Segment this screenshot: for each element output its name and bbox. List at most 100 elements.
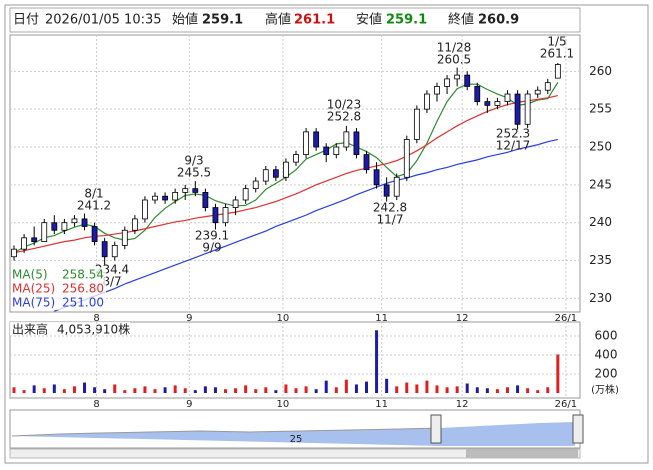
annotation-date: 12/17 [496,139,531,153]
volume-bar [72,386,76,393]
candle-body [101,241,108,258]
candle-body [403,139,410,178]
annotation-value: 261.1 [540,47,574,61]
candle-body [81,218,88,227]
annotation-value: 242.8 [373,201,407,215]
volume-bar [455,386,459,393]
volume-bar [103,389,107,393]
volume-bar [294,388,298,393]
volume-bar [415,384,419,393]
volume-bar [556,354,560,393]
candle-body [444,78,450,87]
navigator-handle[interactable] [572,414,584,444]
candle-body [51,222,58,231]
volume-bar [244,385,248,393]
candle-body [41,222,48,243]
volume-bar [304,386,308,393]
volume-bar [405,382,409,393]
volume-bar [526,388,530,393]
y-tick-label: 250 [589,140,612,154]
volume-bar [22,390,26,393]
candle-body [182,188,189,193]
candle-body [534,89,541,95]
volume-bar [344,379,348,393]
y-tick-label: 200 [595,366,618,380]
scrollbar-thumb[interactable] [466,449,578,458]
volume-bar [42,388,46,393]
x-tick-label: 8 [93,313,99,324]
candle-body [484,101,491,106]
scrollbar[interactable] [9,448,581,459]
navigator-handle[interactable] [430,414,442,444]
candle-body [262,169,269,182]
y-tick-label: 600 [595,328,618,342]
volume-bar [505,387,509,393]
legend-name: MA(5) [12,268,48,282]
x-tick-label: 12 [456,399,469,410]
volume-bar [143,386,147,393]
volume-bar [213,387,217,393]
volume-bar [536,390,540,393]
y-tick-label: 230 [589,291,612,305]
volume-bar [284,384,288,393]
candle-body [313,131,320,148]
candle-body [61,222,68,231]
volume-bar [365,381,369,393]
volume-bar [123,390,127,393]
candle-body [504,93,511,103]
x-tick-label: 26/1 [555,399,577,410]
candle-body [283,161,289,178]
candle-body [494,101,501,106]
volume-bar [546,387,550,393]
navigator-label: 25 [290,434,303,445]
candle-body [413,108,420,140]
volume-label: 出来高 [12,322,48,337]
x-tick-label: 10 [277,399,290,410]
volume-bar [163,387,167,393]
annotation-value: 252.3 [496,127,530,141]
x-tick-label: 11 [375,399,388,410]
y-tick-label: 400 [595,347,618,361]
volume-bar [52,384,56,393]
ma-line [13,94,558,254]
candle-body [383,184,390,197]
candle-body [222,207,229,224]
volume-bar [465,383,469,393]
candle-body [544,82,551,91]
volume-bar [93,387,97,393]
candle-body [202,192,209,208]
candle-body [162,195,168,201]
candle-body [121,229,128,246]
candle-body [142,199,148,220]
volume-bar [83,382,87,393]
x-tick-label: 9 [186,313,192,324]
annotation-date: 8/7 [102,275,121,289]
close-label: 終値 [448,12,474,28]
legend-box [11,267,106,310]
candle-body [343,131,350,148]
candle-body [31,237,38,243]
volume-bar [173,385,177,393]
y-tick-label: 235 [589,253,612,267]
candle-body [363,154,370,171]
candle-body [152,195,158,201]
volume-bar [264,387,268,393]
date: 2026/01/05 10:35 [45,13,162,28]
candle-body [71,218,78,224]
volume-bar [113,384,117,393]
annotation-value: 239.1 [195,229,229,243]
candle-body [434,86,440,95]
annotation-date: 11/7 [377,213,404,227]
volume-bar [475,387,479,393]
candle-body [111,244,118,258]
volume-bar [314,389,318,393]
close: 260.9 [478,13,519,28]
navigator-line [11,427,441,437]
volume-bar [425,380,429,393]
volume-bar [203,386,207,393]
volume-bar [193,390,197,393]
annotation-date: 10/23 [327,98,362,112]
candle-body [252,180,259,190]
volume-bar [375,330,379,393]
